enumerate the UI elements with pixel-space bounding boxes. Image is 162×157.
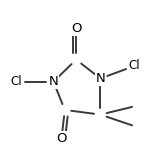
- Text: Cl: Cl: [10, 75, 22, 88]
- Text: Cl: Cl: [129, 60, 140, 72]
- Text: O: O: [71, 22, 81, 35]
- Text: O: O: [56, 132, 67, 145]
- Text: N: N: [96, 72, 105, 85]
- Text: N: N: [49, 75, 58, 88]
